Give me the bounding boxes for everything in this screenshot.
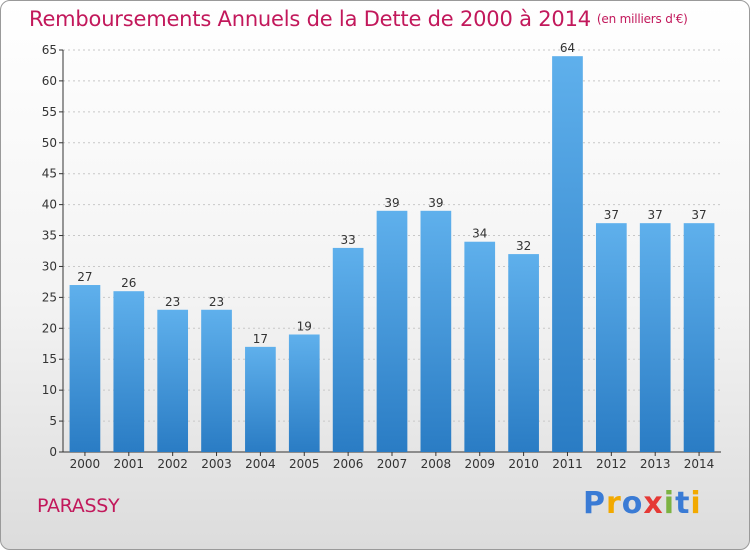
x-tick-label-2012: 2012 [596, 457, 627, 471]
y-tick-label: 40 [42, 198, 57, 212]
chart-subtitle: (en milliers d'€) [596, 12, 688, 26]
proxiti-logo: Proxiti [583, 486, 702, 522]
data-label-2013: 37 [648, 208, 663, 222]
data-label-2006: 33 [340, 233, 355, 247]
logo-letter: x [643, 486, 664, 521]
data-label-2010: 32 [516, 239, 531, 253]
data-label-2000: 27 [77, 270, 92, 284]
x-tick-label-2013: 2013 [640, 457, 671, 471]
data-label-2012: 37 [604, 208, 619, 222]
logo-letter: P [583, 486, 606, 521]
commune-name: PARASSY [37, 495, 120, 517]
bar-2010 [508, 254, 539, 452]
x-tick-label-2008: 2008 [421, 457, 452, 471]
data-label-2002: 23 [165, 295, 180, 309]
data-label-2009: 34 [472, 227, 487, 241]
x-tick-label-2005: 2005 [289, 457, 320, 471]
y-tick-label: 30 [42, 259, 57, 273]
logo-letter: t [675, 486, 691, 521]
x-tick-label-2014: 2014 [684, 457, 715, 471]
y-tick-label: 5 [49, 414, 57, 428]
bar-2005 [288, 334, 320, 452]
bar-2014 [683, 223, 715, 452]
x-tick-label-2004: 2004 [245, 457, 276, 471]
data-label-2001: 26 [121, 276, 136, 290]
x-tick-label-2003: 2003 [201, 457, 232, 471]
bar-2006 [332, 247, 364, 452]
data-label-2007: 39 [384, 196, 399, 210]
bar-2008 [420, 210, 452, 452]
bar-2007 [376, 210, 408, 452]
logo-letter: i [663, 486, 676, 521]
x-tick-label-2002: 2002 [157, 457, 188, 471]
data-label-2011: 64 [560, 41, 575, 55]
bar-2002 [157, 309, 189, 452]
x-tick-label-2001: 2001 [114, 457, 145, 471]
bar-2012 [595, 223, 627, 452]
y-tick-label: 60 [42, 74, 57, 88]
y-tick-label: 25 [42, 290, 57, 304]
y-tick-label: 0 [49, 445, 57, 459]
x-tick-label-2007: 2007 [377, 457, 408, 471]
data-label-2014: 37 [691, 208, 706, 222]
x-tick-label-2009: 2009 [464, 457, 495, 471]
x-tick-label-2006: 2006 [333, 457, 364, 471]
logo-letter: i [690, 486, 702, 521]
y-tick-label: 55 [42, 105, 57, 119]
chart-title: Remboursements Annuels de la Dette de 20… [29, 7, 688, 31]
data-label-2008: 39 [428, 196, 443, 210]
y-tick-label: 50 [42, 136, 57, 150]
bar-2000 [69, 285, 101, 452]
logo-letter: r [606, 486, 622, 521]
y-tick-label: 35 [42, 229, 57, 243]
bar-2011 [552, 56, 583, 452]
bar-2004 [245, 346, 276, 452]
x-tick-label-2011: 2011 [552, 457, 583, 471]
y-tick-label: 15 [42, 352, 57, 366]
data-label-2004: 17 [253, 332, 268, 346]
x-tick-label-2000: 2000 [70, 457, 101, 471]
bar-2001 [113, 291, 145, 452]
y-tick-label: 20 [42, 321, 57, 335]
chart-title-text: Remboursements Annuels de la Dette de 20… [29, 7, 591, 31]
logo-letter: o [621, 486, 644, 521]
data-label-2003: 23 [209, 295, 224, 309]
y-tick-label: 45 [42, 167, 57, 181]
bar-2009 [464, 241, 496, 452]
y-tick-label: 65 [42, 43, 57, 57]
x-tick-label-2010: 2010 [508, 457, 539, 471]
y-tick-label: 10 [42, 383, 57, 397]
data-label-2005: 19 [297, 319, 312, 333]
bar-2003 [201, 309, 232, 452]
bar-2013 [639, 223, 671, 452]
